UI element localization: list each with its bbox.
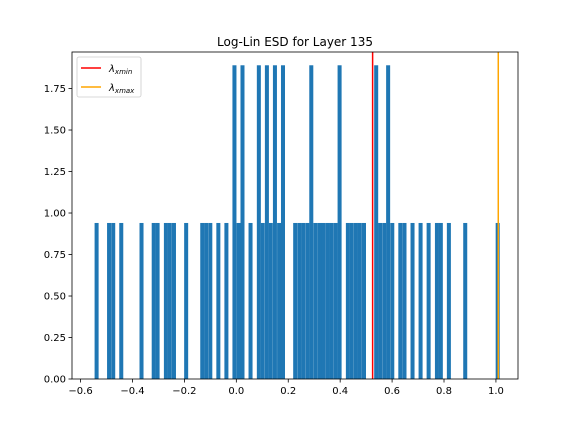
histogram-bar (463, 222, 468, 379)
histogram-bar (119, 222, 124, 379)
histogram-bar (317, 222, 322, 379)
x-tick-label: −0.6 (68, 386, 92, 397)
histogram-bar (418, 222, 423, 379)
threshold-lines (371, 52, 500, 379)
histogram-bar (280, 65, 285, 379)
histogram-bar (382, 222, 387, 379)
histogram-bar (167, 222, 172, 379)
histogram-bar (171, 222, 176, 379)
histogram-bar (111, 222, 116, 379)
histogram-bar (390, 222, 395, 379)
histogram-bar (337, 65, 342, 379)
histogram-bar (184, 222, 189, 379)
histogram-bar (216, 222, 221, 379)
histogram-bar (139, 222, 144, 379)
histogram-bar (297, 222, 302, 379)
histogram-bar (204, 222, 209, 379)
x-tick-label: 0.8 (436, 386, 452, 397)
y-tick-label: 1.00 (44, 209, 66, 220)
y-tick-label: 0.75 (44, 250, 66, 261)
histogram-bar (434, 222, 439, 379)
plot-frame (71, 51, 519, 380)
histogram-bar (277, 222, 282, 379)
x-tick-label: 1.0 (488, 386, 504, 397)
histogram-bar (236, 222, 241, 379)
histogram-bar (357, 222, 362, 379)
y-tick-label: 1.25 (44, 167, 66, 178)
histogram-bar (398, 222, 403, 379)
histogram-bar (163, 222, 168, 379)
x-tick-label: 0.4 (332, 386, 348, 397)
histogram-bar (386, 65, 391, 379)
histogram-bar (345, 222, 350, 379)
histogram-bar (329, 222, 334, 379)
histogram-bar (309, 65, 314, 379)
histogram-bar (446, 222, 451, 379)
histogram-bar (374, 65, 379, 379)
y-tick-label: 0.25 (44, 333, 66, 344)
legend: λxmin λxmax (76, 56, 142, 98)
x-tick-label: 0.2 (280, 386, 296, 397)
histogram-bar (410, 222, 415, 379)
histogram-bar (353, 222, 358, 379)
histogram-bar (94, 222, 99, 379)
histogram-bar (313, 222, 318, 379)
x-tick-label: −0.4 (120, 386, 144, 397)
histogram-bar (333, 222, 338, 379)
histogram-bar (402, 222, 407, 379)
y-tick-label: 1.50 (44, 126, 66, 137)
y-tick-label: 0.00 (44, 375, 66, 386)
histogram-bar (268, 222, 273, 379)
histogram-bar (325, 222, 330, 379)
chart-title: Log-Lin ESD for Layer 135 (217, 35, 373, 49)
histogram-bar (378, 222, 383, 379)
x-tick-label: −0.2 (172, 386, 196, 397)
histogram-bar (151, 222, 156, 379)
histogram-bar (305, 222, 310, 379)
histogram-bar (200, 222, 205, 379)
histogram-bar (349, 222, 354, 379)
x-tick-label: 0.6 (384, 386, 400, 397)
y-tick-label: 0.50 (44, 292, 66, 303)
histogram-bar (107, 222, 112, 379)
histogram-bar (155, 222, 160, 379)
histogram-bar (256, 65, 261, 379)
histogram-bar (240, 65, 245, 379)
histogram-bar (260, 222, 265, 379)
legend-label: λxmin (108, 64, 132, 76)
y-tick-label: 1.75 (44, 84, 66, 95)
histogram-bar (321, 222, 326, 379)
histogram-bars (94, 65, 500, 379)
y-axis: 0.00 0.25 0.50 0.75 1.00 1.25 1.50 1.75 (44, 84, 72, 386)
histogram-bar (426, 222, 431, 379)
histogram-bar (224, 222, 229, 379)
histogram-bar (301, 222, 306, 379)
x-axis: −0.6 −0.4 −0.2 0.0 0.2 0.4 0.6 0.8 1.0 (68, 379, 504, 397)
histogram-bar (232, 65, 237, 379)
histogram-bar (264, 65, 269, 379)
histogram-bar (438, 222, 443, 379)
histogram-bar (272, 65, 277, 379)
histogram-bar (208, 222, 213, 379)
histogram-bar (361, 222, 366, 379)
histogram-bar (248, 222, 253, 379)
histogram-bar (293, 222, 298, 379)
x-tick-label: 0.0 (228, 386, 244, 397)
legend-label: λxmax (108, 83, 135, 95)
